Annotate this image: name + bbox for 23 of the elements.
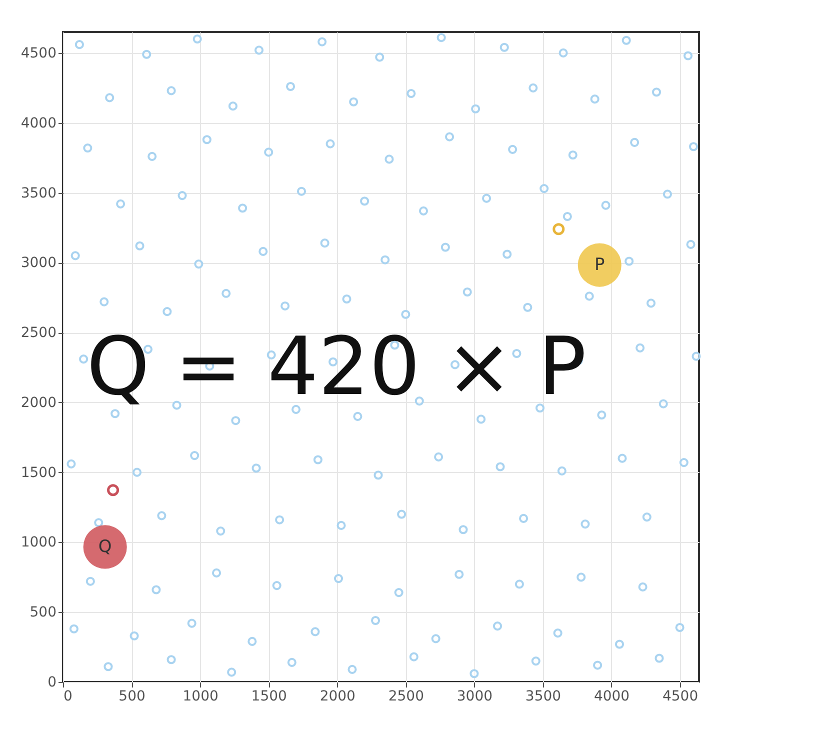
annotation: Q = 420 × P	[86, 320, 586, 413]
y-tick-label: 3500	[20, 185, 56, 202]
x-tick-label: 1000	[182, 688, 218, 704]
x-tick-label: 4000	[594, 688, 630, 704]
y-tick-label: 2000	[20, 394, 56, 411]
y-tick-label: 4500	[20, 45, 56, 62]
y-tick-label: 2500	[20, 325, 56, 342]
x-tick-label: 500	[118, 688, 146, 704]
annotation: P	[594, 255, 605, 276]
y-tick-label: 1500	[20, 464, 56, 481]
x-tick-label: 0	[64, 688, 72, 704]
x-tick-label: 3500	[525, 688, 562, 704]
y-tick-label: 0	[48, 674, 56, 690]
x-tick-label: 3000	[456, 688, 493, 704]
x-tick-label: 4500	[662, 688, 698, 704]
x-tick-label: 1500	[251, 688, 287, 704]
y-tick-label: 3000	[20, 255, 56, 272]
y-tick-label: 1000	[20, 534, 56, 551]
x-tick-label: 2500	[388, 688, 424, 704]
y-tick-label: 500	[30, 604, 56, 621]
x-tick-label: 2000	[320, 688, 356, 704]
annotation: Q	[98, 536, 112, 557]
y-tick-label: 4000	[20, 115, 56, 132]
